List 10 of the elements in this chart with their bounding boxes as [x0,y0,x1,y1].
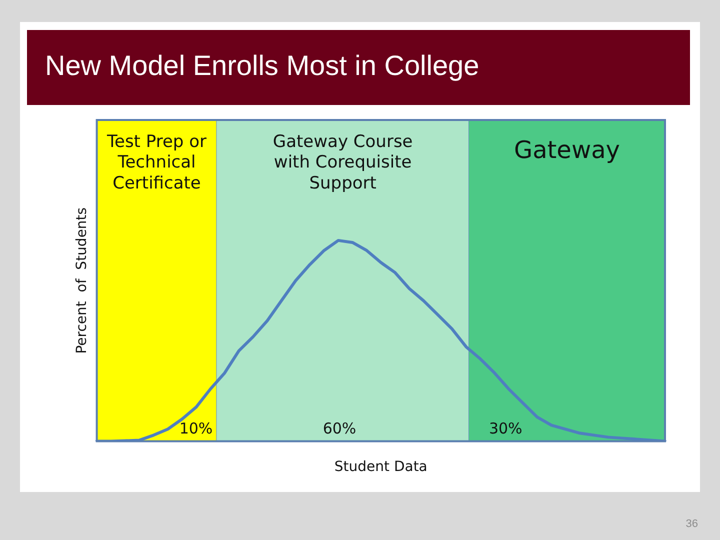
text: Test Prep or Technical Certificate [106,132,206,194]
text: Gateway [514,136,620,164]
chart-title: New Model Enrolls Most in College [45,50,480,82]
annotation: 60% [322,420,356,438]
x-axis-title: Student Data [334,459,428,476]
annotation: 10% [179,420,213,438]
text: Gateway Course with Corequisite Support [272,132,413,194]
text: 36 [686,518,698,530]
annotation: 30% [488,420,522,438]
y-axis-title: Percent of Students [74,207,90,354]
